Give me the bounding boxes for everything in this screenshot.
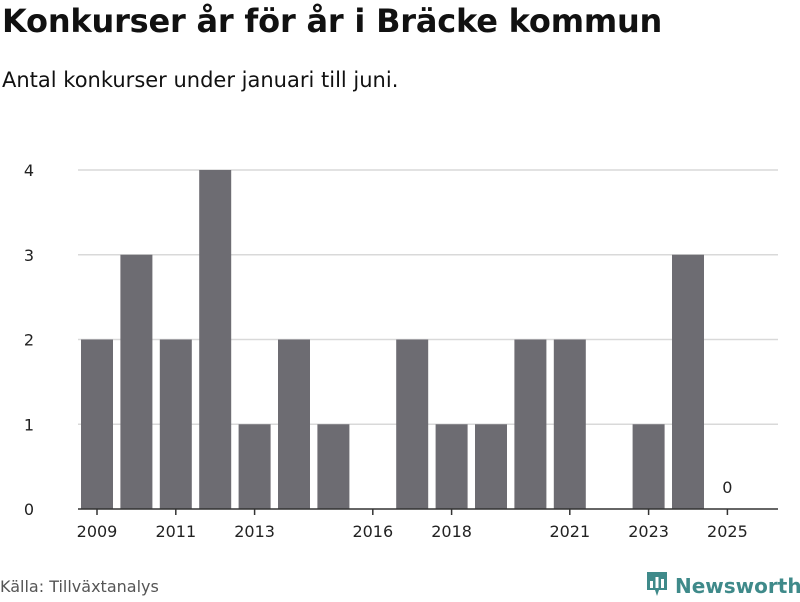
x-axis: 2009 2011 2013 2016 2018 2021 2023 2025 (77, 508, 778, 541)
newsworthy-logo-icon (645, 570, 669, 602)
bars (81, 170, 704, 509)
x-tick-label: 2009 (77, 522, 118, 541)
x-tick-label: 2018 (431, 522, 472, 541)
x-tick-label: 2011 (155, 522, 196, 541)
bar (199, 170, 232, 509)
bar (120, 254, 153, 509)
y-tick-label: 0 (24, 500, 34, 519)
bar (553, 339, 586, 509)
y-tick-label: 2 (24, 331, 34, 350)
bar (81, 339, 113, 509)
bar (317, 424, 350, 509)
y-tick-label: 3 (24, 246, 34, 265)
bar (672, 254, 704, 509)
bar (396, 339, 429, 509)
data-label: 0 (722, 478, 732, 497)
bar (278, 339, 310, 509)
chart-subtitle: Antal konkurser under januari till juni. (2, 68, 399, 92)
brand-name: Newsworthy (675, 574, 800, 598)
bar (238, 424, 271, 509)
y-tick-label: 4 (24, 161, 34, 180)
bar (159, 339, 192, 509)
bar (514, 339, 547, 509)
x-tick-label: 2025 (707, 522, 748, 541)
bar (475, 424, 507, 509)
x-tick-label: 2013 (234, 522, 275, 541)
bar (435, 424, 468, 509)
y-tick-label: 1 (24, 415, 34, 434)
x-tick-label: 2016 (352, 522, 393, 541)
brand: Newsworthy (645, 570, 800, 602)
x-tick-label: 2021 (549, 522, 590, 541)
bar (632, 424, 665, 509)
chart-title: Konkurser år för år i Bräcke kommun (2, 2, 663, 40)
x-tick-label: 2023 (628, 522, 669, 541)
source-note: Källa: Tillväxtanalys (0, 577, 159, 596)
y-axis: 0 1 2 3 4 (24, 161, 34, 519)
annotations: 0 (722, 478, 732, 497)
